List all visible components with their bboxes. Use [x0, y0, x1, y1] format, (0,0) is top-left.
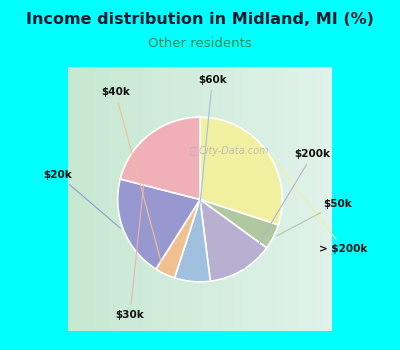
Text: $200k: $200k	[244, 149, 331, 269]
Text: ⓘ City-Data.com: ⓘ City-Data.com	[190, 146, 268, 156]
Text: $30k: $30k	[116, 136, 149, 320]
Text: $50k: $50k	[276, 198, 352, 236]
Wedge shape	[118, 179, 200, 269]
Wedge shape	[156, 199, 200, 278]
Text: $40k: $40k	[101, 88, 164, 272]
Wedge shape	[200, 199, 267, 281]
Text: Other residents: Other residents	[148, 37, 252, 50]
Wedge shape	[200, 117, 282, 225]
Wedge shape	[200, 199, 278, 248]
Wedge shape	[120, 117, 200, 199]
Text: > $200k: > $200k	[269, 153, 368, 254]
Text: $20k: $20k	[44, 170, 120, 228]
Text: Income distribution in Midland, MI (%): Income distribution in Midland, MI (%)	[26, 12, 374, 27]
Text: $60k: $60k	[192, 75, 227, 280]
Wedge shape	[174, 199, 210, 282]
